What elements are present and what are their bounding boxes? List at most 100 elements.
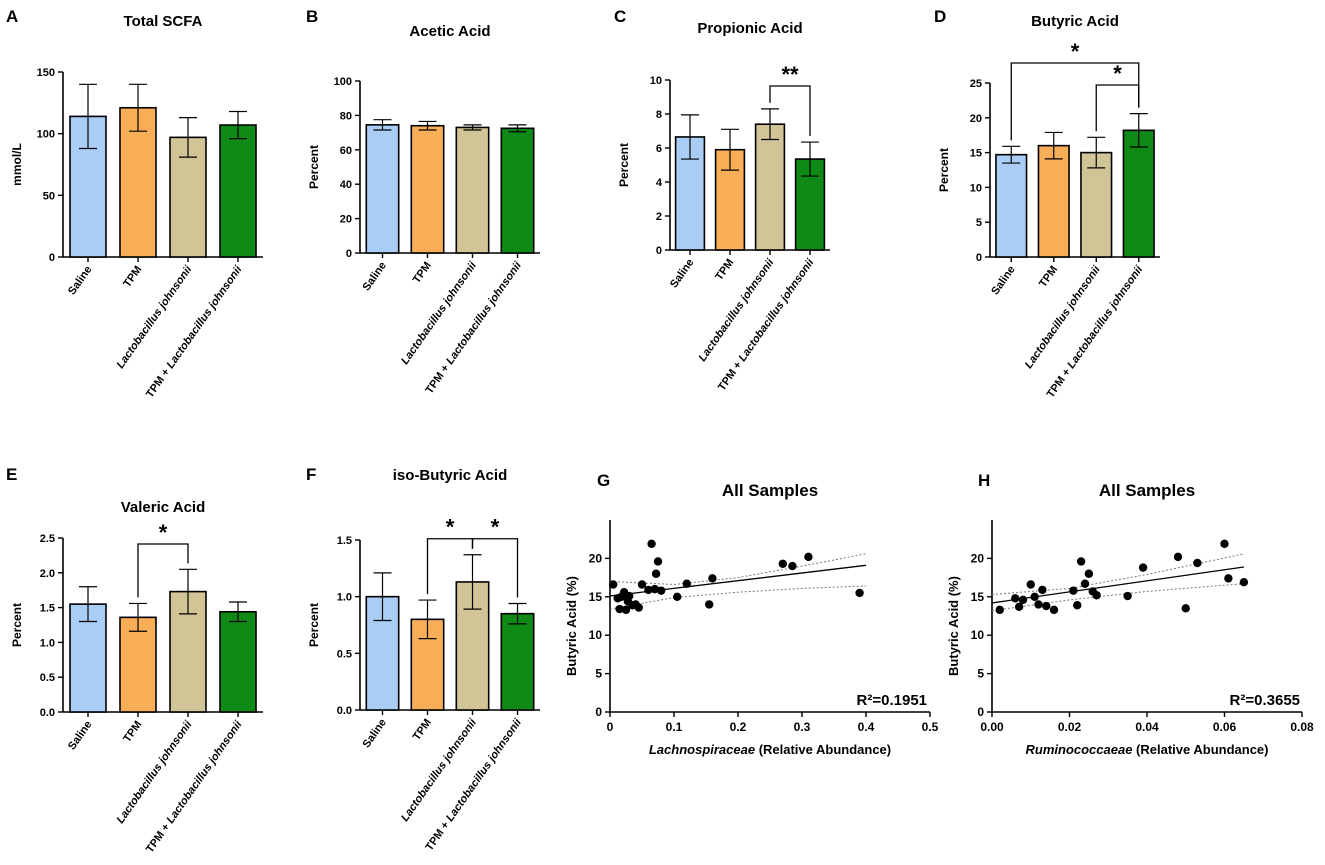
y-tick-label-e-2: 1.0 bbox=[40, 637, 55, 649]
data-point-g-0 bbox=[609, 580, 618, 589]
x-axis-label-g: Lachnospiraceae (Relative Abundance) bbox=[649, 742, 891, 757]
y-tick-label-d-3: 15 bbox=[970, 148, 982, 160]
category-label-f-2: Lactobacillus johnsonii bbox=[399, 716, 479, 824]
chart-title-g: All Samples bbox=[722, 481, 818, 500]
data-point-g-19 bbox=[682, 579, 691, 588]
y-tick-label-h-4: 20 bbox=[971, 551, 985, 565]
y-axis-label-f: Percent bbox=[307, 603, 321, 647]
category-label-f-1: TPM bbox=[411, 717, 434, 743]
x-tick-label-g-0: 0 bbox=[607, 720, 614, 734]
bar-a-3 bbox=[219, 124, 257, 258]
data-point-h-18 bbox=[1138, 563, 1148, 572]
data-point-g-15 bbox=[651, 569, 661, 578]
bar-a-2 bbox=[169, 136, 207, 258]
y-tick-label-c-1: 2 bbox=[656, 211, 662, 223]
y-tick-label-f-2: 1.0 bbox=[337, 592, 352, 604]
data-point-h-1 bbox=[1011, 594, 1020, 603]
panel-letter-h: H bbox=[978, 471, 990, 490]
x-tick-label-h-2: 0.04 bbox=[1135, 720, 1159, 734]
data-point-h-24 bbox=[1239, 578, 1249, 587]
chart-title-c: Propionic Acid bbox=[697, 20, 802, 37]
panel-letter-b: B bbox=[306, 7, 318, 26]
y-tick-label-c-3: 6 bbox=[656, 143, 662, 155]
y-tick-label-b-4: 80 bbox=[340, 110, 352, 122]
y-tick-label-g-2: 10 bbox=[589, 628, 603, 642]
bar-d-1 bbox=[1037, 144, 1070, 258]
chart-title-h: All Samples bbox=[1099, 481, 1195, 500]
x-tick-label-h-1: 0.02 bbox=[1058, 720, 1082, 734]
y-tick-label-f-0: 0.0 bbox=[337, 705, 352, 717]
data-point-h-16 bbox=[1092, 591, 1101, 600]
ci-upper-h bbox=[991, 553, 1245, 595]
bar-d-3 bbox=[1122, 129, 1155, 258]
y-tick-label-d-5: 25 bbox=[970, 78, 982, 90]
category-label-c-2: Lactobacillus johnsonii bbox=[697, 256, 777, 364]
data-point-g-10 bbox=[634, 603, 643, 612]
significance-label-e-0: * bbox=[159, 520, 168, 545]
ci-lower-h bbox=[991, 583, 1244, 612]
data-point-h-12 bbox=[1076, 557, 1086, 566]
data-point-h-0 bbox=[995, 605, 1004, 615]
y-tick-label-c-0: 0 bbox=[656, 245, 662, 257]
data-point-h-13 bbox=[1080, 579, 1090, 588]
bar-b-0 bbox=[365, 124, 400, 254]
data-point-h-20 bbox=[1181, 604, 1190, 613]
data-point-h-5 bbox=[1030, 592, 1039, 601]
category-label-b-1: TPM bbox=[411, 260, 434, 286]
data-point-g-24 bbox=[804, 552, 813, 562]
data-point-g-25 bbox=[855, 588, 864, 598]
data-point-g-20 bbox=[705, 600, 714, 609]
data-point-g-17 bbox=[657, 586, 666, 595]
y-tick-label-d-1: 5 bbox=[976, 217, 982, 229]
data-point-h-14 bbox=[1084, 569, 1094, 578]
x-tick-label-h-0: 0.00 bbox=[980, 720, 1004, 734]
data-point-h-3 bbox=[1018, 595, 1028, 605]
y-tick-label-e-0: 0.0 bbox=[40, 707, 55, 719]
chart-title-d: Butyric Acid bbox=[1031, 13, 1119, 30]
significance-label-f-1: * bbox=[491, 515, 500, 540]
data-point-g-13 bbox=[647, 539, 656, 549]
category-label-a-0: Saline bbox=[66, 264, 94, 297]
category-label-c-0: Saline bbox=[668, 257, 696, 290]
ci-lower-g bbox=[609, 585, 867, 610]
significance-bracket-f-1 bbox=[471, 538, 519, 598]
x-tick-label-g-2: 0.2 bbox=[730, 720, 747, 734]
data-point-g-5 bbox=[621, 605, 631, 615]
category-label-d-1: TPM bbox=[1037, 264, 1060, 290]
bar-b-2 bbox=[455, 126, 490, 254]
y-axis-label-c: Percent bbox=[617, 143, 631, 187]
data-point-g-2 bbox=[615, 604, 624, 614]
category-label-e-0: Saline bbox=[66, 719, 94, 752]
category-label-e-3: TPM + Lactobacillus johnsonii bbox=[144, 718, 245, 855]
panel-letter-d: D bbox=[934, 7, 946, 26]
y-tick-label-a-3: 150 bbox=[37, 67, 55, 79]
panel-letter-f: F bbox=[306, 465, 316, 484]
category-label-d-2: Lactobacillus johnsonii bbox=[1023, 263, 1103, 371]
data-point-g-21 bbox=[708, 574, 717, 583]
data-point-h-10 bbox=[1069, 586, 1078, 595]
y-tick-label-g-4: 20 bbox=[589, 551, 603, 565]
y-tick-label-h-1: 5 bbox=[977, 667, 984, 681]
x-tick-label-h-3: 0.06 bbox=[1213, 720, 1237, 734]
significance-label-c-0: ** bbox=[781, 62, 799, 87]
y-tick-label-d-4: 20 bbox=[970, 113, 982, 125]
y-tick-label-a-2: 100 bbox=[37, 129, 55, 141]
panel-letter-e: E bbox=[6, 465, 17, 484]
y-axis-label-e: Percent bbox=[10, 603, 24, 647]
y-tick-label-d-0: 0 bbox=[976, 252, 982, 264]
y-tick-label-b-2: 40 bbox=[340, 179, 352, 191]
y-axis-label-d: Percent bbox=[937, 148, 951, 192]
data-point-h-6 bbox=[1034, 600, 1043, 609]
data-point-h-11 bbox=[1073, 601, 1082, 610]
panel-letter-a: A bbox=[6, 7, 18, 26]
y-tick-label-b-3: 60 bbox=[340, 145, 352, 157]
chart-title-a: Total SCFA bbox=[124, 13, 203, 30]
x-tick-label-g-4: 0.4 bbox=[858, 720, 875, 734]
significance-label-d-0: * bbox=[1071, 39, 1080, 64]
x-tick-label-g-5: 0.5 bbox=[922, 720, 939, 734]
r-squared-label-g: R²=0.1951 bbox=[857, 692, 927, 709]
y-tick-label-d-2: 10 bbox=[970, 182, 982, 194]
y-axis-label-a: mmol/L bbox=[10, 143, 24, 186]
y-tick-label-g-1: 5 bbox=[595, 667, 602, 681]
